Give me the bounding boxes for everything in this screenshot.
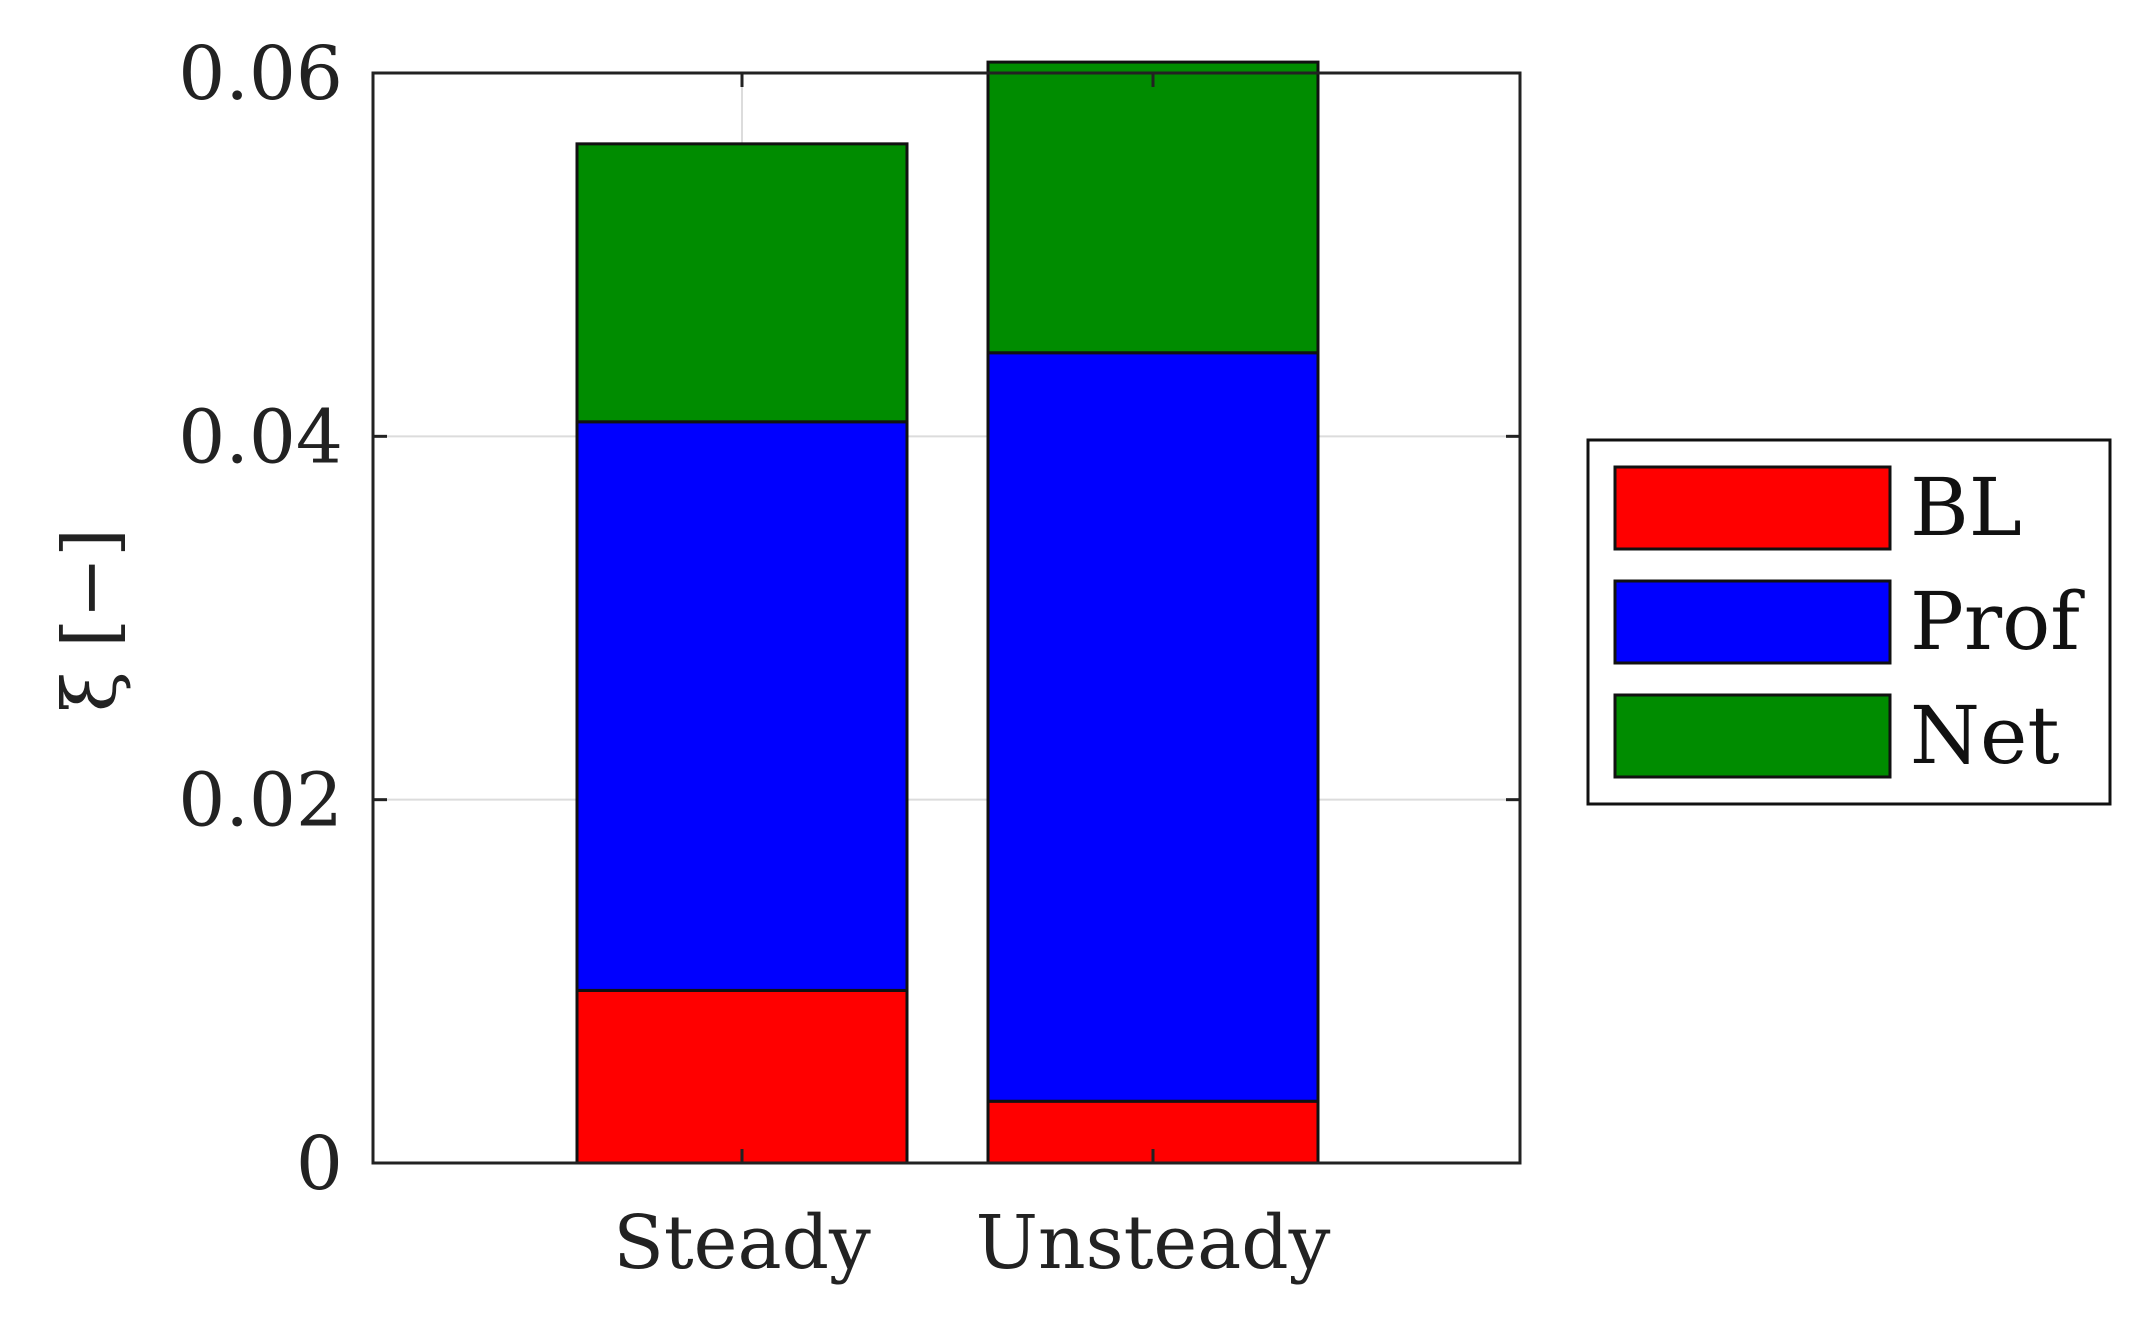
bar-unsteady-prof <box>986 351 1320 1103</box>
legend-swatch-net <box>1613 693 1892 779</box>
legend-swatch-prof <box>1613 579 1892 665</box>
ytick-label-0: 0 <box>296 1121 343 1207</box>
y-tick-labels: 0 0.02 0.04 0.06 <box>178 31 343 1207</box>
legend-label-prof: Prof <box>1910 575 2085 668</box>
x-tick-labels: Steady Unsteady <box>613 1200 1330 1286</box>
legend-label-net: Net <box>1910 689 2060 782</box>
bars <box>575 60 1320 1165</box>
plot-frame <box>371 71 1522 1165</box>
bar-steady-bl <box>575 988 909 1165</box>
xtick-label-steady: Steady <box>613 1200 871 1286</box>
ytick-label-1: 0.02 <box>178 758 343 844</box>
ytick-label-2: 0.04 <box>178 394 343 480</box>
bar-steady-prof <box>575 420 909 992</box>
legend-swatch-bl <box>1613 465 1892 551</box>
legend-label-bl: BL <box>1910 461 2022 554</box>
xtick-label-unsteady: Unsteady <box>976 1200 1331 1286</box>
y-axis-label: ξ [−] <box>47 528 133 712</box>
ytick-label-3: 0.06 <box>178 31 343 117</box>
legend: BL Prof Net <box>1586 438 2112 806</box>
bar-unsteady-net <box>986 60 1320 355</box>
tick-marks <box>373 71 1520 1165</box>
bar-steady-net <box>575 142 909 424</box>
